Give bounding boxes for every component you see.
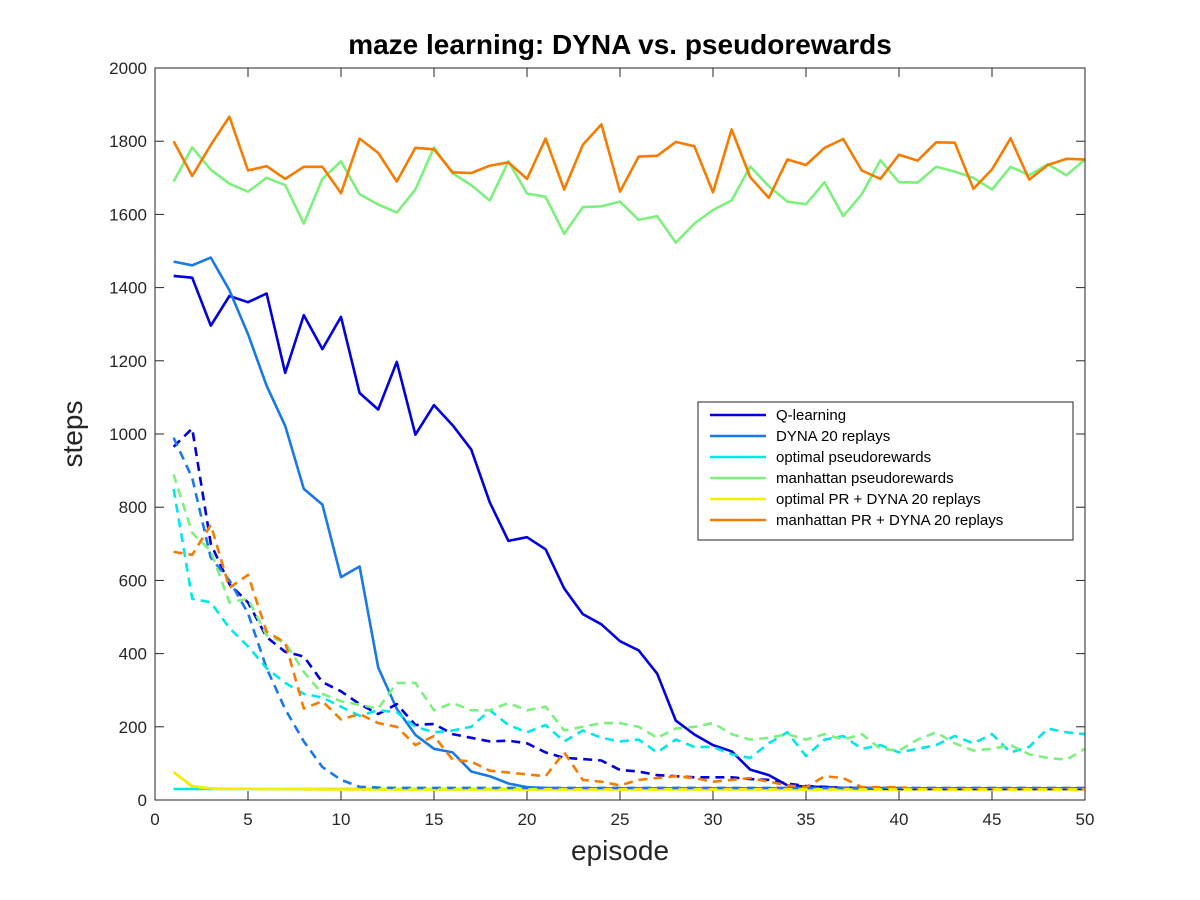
y-tick-label: 600 bbox=[119, 571, 147, 590]
series-layer bbox=[172, 115, 1086, 791]
legend-label-manhattan-pseudorewards: manhattan pseudorewards bbox=[776, 470, 954, 487]
legend: Q-learning DYNA 20 replays optimal pseudor… bbox=[697, 401, 1074, 541]
legend-label-optimal-pr-dyna-20-replays: optimal PR + DYNA 20 replays bbox=[776, 491, 981, 508]
x-tick-label: 25 bbox=[611, 810, 630, 829]
axes: 0 5 10 15 20 25 30 35 40 45 50 0 200 400 600 800 1000 120… bbox=[109, 59, 1094, 829]
x-tick-label: 15 bbox=[425, 810, 444, 829]
chart-title: maze learning: DYNA vs. pseudorewards bbox=[348, 29, 892, 60]
y-tick-label: 2000 bbox=[109, 59, 147, 78]
legend-box bbox=[697, 401, 1074, 541]
x-tick-label: 30 bbox=[704, 810, 723, 829]
series-line-series-11-dashed bbox=[173, 523, 1085, 791]
x-axis-label: episode bbox=[571, 835, 669, 866]
x-tick-label: 10 bbox=[332, 810, 351, 829]
y-tick-label: 1400 bbox=[109, 279, 147, 298]
y-tick-label: 0 bbox=[138, 791, 147, 810]
x-tick-label: 50 bbox=[1076, 810, 1095, 829]
series-line-series-10-dashed bbox=[172, 473, 1086, 762]
x-tick-label: 35 bbox=[797, 810, 816, 829]
x-tick-label: 20 bbox=[518, 810, 537, 829]
legend-label-optimal-pseudorewards: optimal pseudorewards bbox=[776, 449, 931, 466]
x-tick-label: 0 bbox=[150, 810, 159, 829]
series-line-manhattan-pseudorewards bbox=[172, 146, 1086, 244]
legend-label-dyna-20-replays: DYNA 20 replays bbox=[776, 428, 890, 445]
x-tick-label: 40 bbox=[890, 810, 909, 829]
y-tick-label: 1800 bbox=[109, 132, 147, 151]
series-line-manhattan-pr-dyna-20-replays bbox=[172, 115, 1086, 200]
y-tick-label: 400 bbox=[119, 645, 147, 664]
series-line-series-12-dashed bbox=[172, 771, 1085, 791]
y-tick-label: 1600 bbox=[109, 205, 147, 224]
legend-label-manhattan-pr-dyna-20-replays: manhattan PR + DYNA 20 replays bbox=[776, 512, 1003, 529]
y-tick-label: 1000 bbox=[109, 425, 147, 444]
y-tick-label: 200 bbox=[119, 718, 147, 737]
y-axis-label: steps bbox=[57, 401, 88, 468]
y-tick-label: 800 bbox=[119, 498, 147, 517]
x-tick-label: 5 bbox=[243, 810, 252, 829]
legend-label-q-learning: Q-learning bbox=[776, 407, 846, 424]
y-tick-label: 1200 bbox=[109, 352, 147, 371]
x-tick-label: 45 bbox=[983, 810, 1002, 829]
